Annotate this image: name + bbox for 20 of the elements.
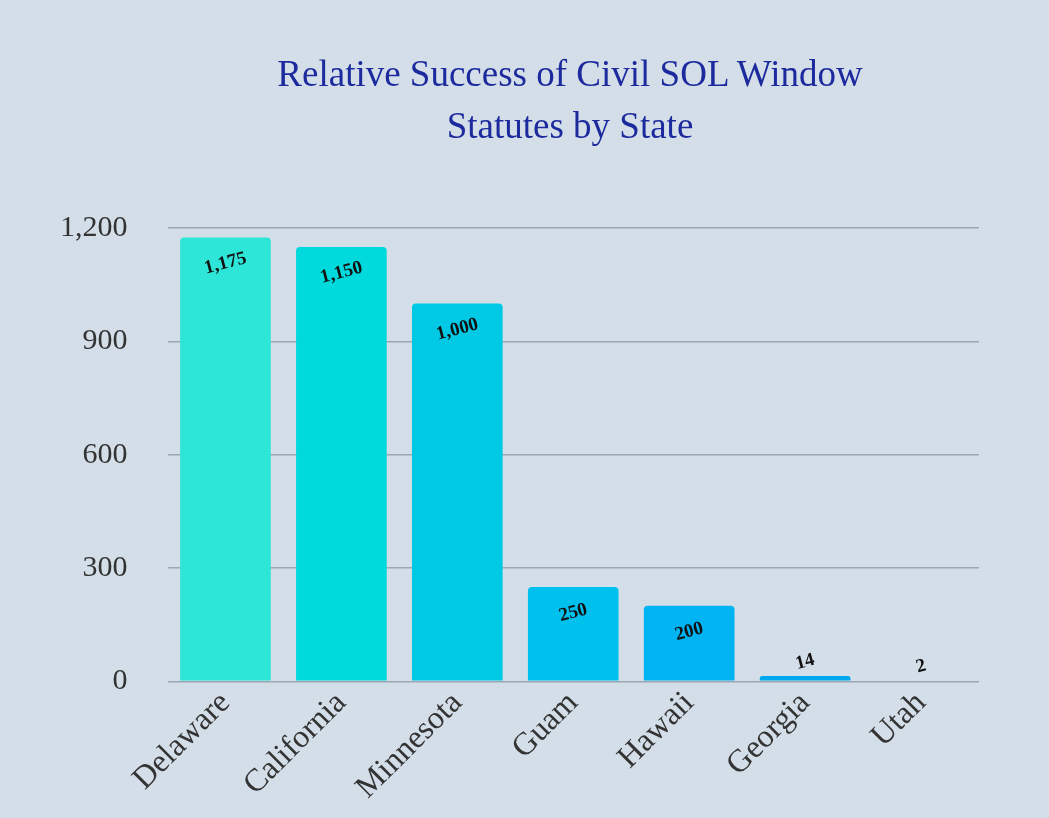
bar [180, 237, 271, 681]
bar [527, 586, 619, 681]
chart-title: Relative Success of Civil SOL Window Statutes by State [276, 52, 864, 148]
y-tick-label: 900 [82, 322, 128, 356]
data-label: 1,150 [317, 255, 365, 287]
data-label: 2 [913, 653, 928, 677]
data-label: 250 [556, 597, 590, 626]
data-label: 1,000 [433, 312, 481, 344]
data-label: 1,175 [201, 246, 249, 278]
data-label: 14 [792, 647, 818, 674]
bar [643, 605, 735, 681]
y-tick-label: 1,200 [60, 208, 128, 242]
x-tick-label: Utah [862, 683, 932, 753]
y-tick-label: 600 [82, 435, 128, 469]
y-tick-label: 300 [82, 548, 128, 582]
bar [296, 246, 387, 681]
bar [411, 303, 503, 681]
y-tick-label: 0 [112, 662, 128, 696]
bar [759, 676, 851, 681]
data-label: 200 [672, 616, 706, 645]
